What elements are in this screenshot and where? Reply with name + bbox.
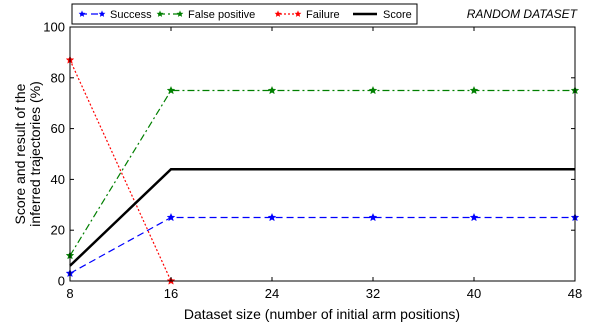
x-tick-label: 8 bbox=[66, 286, 73, 301]
series-point-false-positive bbox=[267, 85, 277, 95]
series-point-false-positive bbox=[469, 85, 479, 95]
legend-marker bbox=[156, 10, 164, 17]
x-tick-label: 48 bbox=[568, 286, 582, 301]
legend-label: Score bbox=[383, 9, 412, 21]
x-axis-label: Dataset size (number of initial arm posi… bbox=[184, 306, 460, 322]
legend-label: Failure bbox=[306, 9, 340, 21]
y-axis-label-line: Score and result of the bbox=[12, 83, 28, 224]
series-point-success bbox=[166, 212, 176, 222]
series-line-failure bbox=[69, 59, 172, 282]
series-line-success bbox=[69, 216, 575, 274]
x-tick-label: 16 bbox=[164, 286, 178, 301]
series-point-false-positive bbox=[166, 85, 176, 95]
x-tick-label: 24 bbox=[265, 286, 279, 301]
plot-frame bbox=[69, 26, 576, 282]
y-tick-label: 40 bbox=[51, 172, 65, 187]
x-tick-label: 32 bbox=[366, 286, 380, 301]
dataset-annotation: RANDOM DATASET bbox=[467, 7, 579, 21]
plot-background bbox=[70, 27, 575, 281]
y-tick-label: 0 bbox=[58, 274, 65, 289]
series-point-false-positive bbox=[368, 85, 378, 95]
legend-marker bbox=[274, 10, 282, 17]
legend-label: Success bbox=[110, 9, 152, 21]
y-tick-label: 60 bbox=[51, 121, 65, 136]
series-line-false-positive bbox=[69, 89, 575, 256]
axes-layer: 8 16 24 32 40 48 0 20 40 60 80 100 bbox=[43, 20, 582, 302]
legend-marker bbox=[78, 10, 86, 17]
series-line-score bbox=[69, 167, 575, 267]
y-axis-label-line: inferred trajectories (%) bbox=[27, 81, 43, 227]
legend-marker bbox=[98, 10, 106, 17]
series-layer bbox=[65, 55, 580, 285]
legend: Success False positive Failure Score bbox=[71, 3, 418, 25]
legend-marker bbox=[294, 10, 302, 17]
x-tick-label: 40 bbox=[467, 286, 481, 301]
legend-box bbox=[71, 3, 418, 25]
y-tick-label: 20 bbox=[51, 223, 65, 238]
series-point-success bbox=[469, 212, 479, 222]
y-axis-label: Score and result of theinferred trajecto… bbox=[12, 81, 43, 227]
plot-area bbox=[70, 27, 575, 281]
y-tick-label: 80 bbox=[51, 70, 65, 85]
legend-marker bbox=[176, 10, 184, 17]
series-point-success bbox=[368, 212, 378, 222]
legend-label: False positive bbox=[188, 9, 255, 21]
y-tick-label: 100 bbox=[43, 20, 65, 35]
series-point-success bbox=[267, 212, 277, 222]
